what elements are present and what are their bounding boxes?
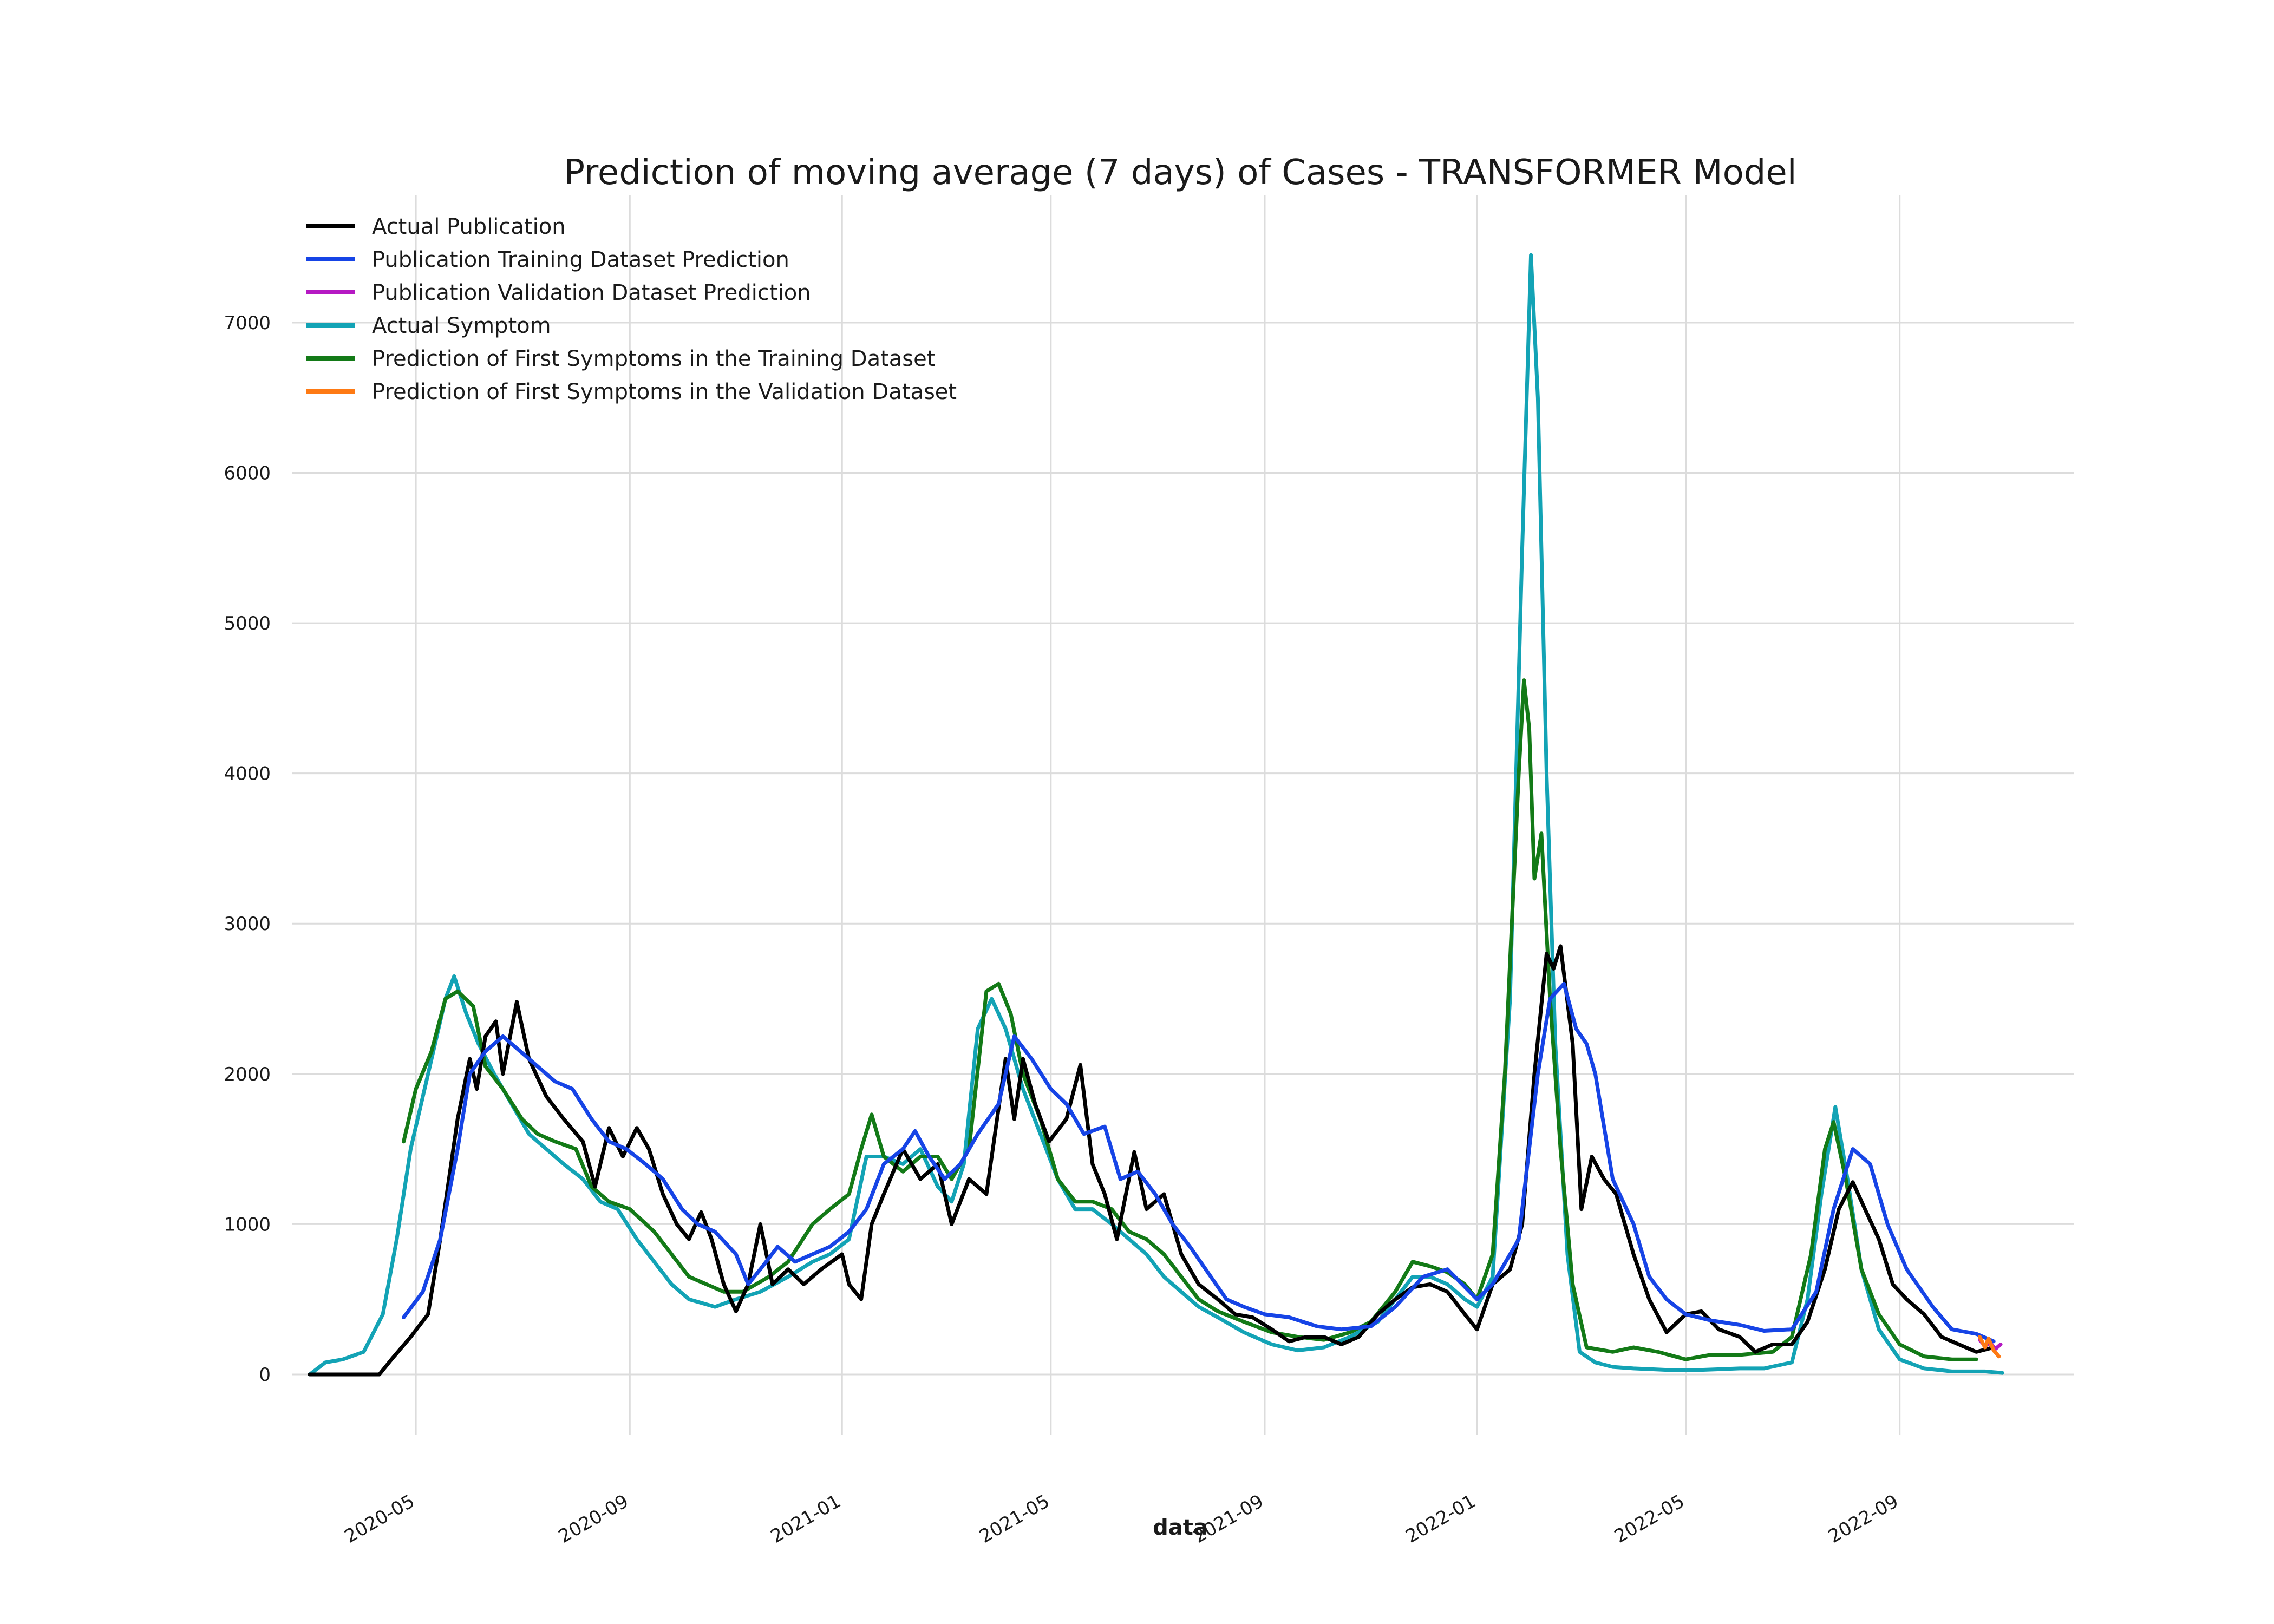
legend-entry: Actual Publication [372,214,566,239]
y-tick-label: 3000 [224,913,271,935]
gridlines [292,195,2074,1435]
legend-entry: Publication Training Dataset Prediction [372,247,789,272]
series-lines [308,253,2004,1377]
legend-entry: Publication Validation Dataset Predictio… [372,280,811,305]
series-line [308,944,1996,1377]
y-tick-label: 4000 [224,763,271,785]
series-line [1978,1335,2001,1359]
y-tick-label: 7000 [224,312,271,334]
y-tick-label: 5000 [224,613,271,634]
y-tick-label: 0 [259,1364,271,1386]
y-tick-label: 6000 [224,463,271,484]
chart-title: Prediction of moving average (7 days) of… [564,153,1796,193]
legend: Actual Publication Publication Training D… [306,214,957,404]
x-axis-label: data [1153,1515,1208,1540]
y-tick-label: 1000 [224,1214,271,1235]
y-tick-label: 2000 [224,1064,271,1085]
legend-entry: Actual Symptom [372,313,551,338]
series-line [308,253,2004,1377]
legend-entry: Prediction of First Symptoms in the Vali… [372,379,957,404]
series-line [402,678,1978,1361]
legend-entry: Prediction of First Symptoms in the Trai… [372,346,935,371]
series-line [402,981,1996,1344]
